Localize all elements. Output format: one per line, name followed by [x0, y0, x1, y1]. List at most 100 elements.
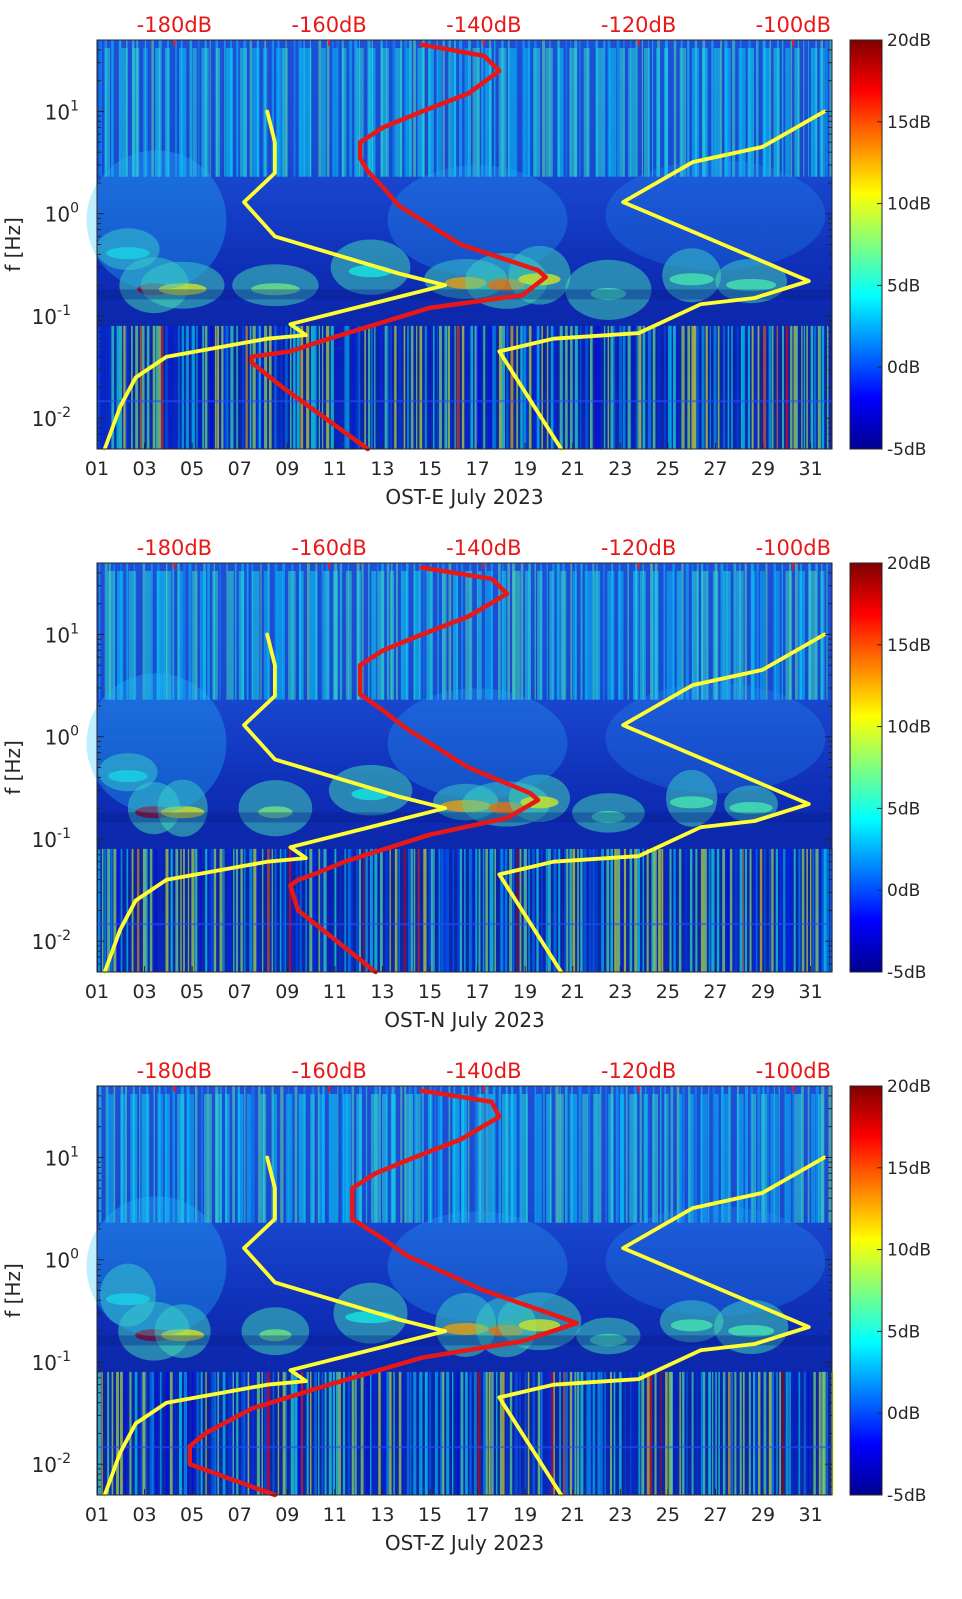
texture-stripe [679, 48, 687, 177]
texture-stripe [778, 1086, 780, 1223]
texture-stripe [572, 1371, 576, 1495]
texture-stripe [525, 1086, 528, 1223]
texture-stripe [509, 1371, 513, 1495]
texture-stripe [467, 1086, 470, 1223]
texture-stripe [740, 325, 744, 449]
texture-stripe [249, 848, 253, 972]
texture-stripe [681, 563, 684, 700]
texture-stripe [448, 325, 451, 449]
texture-stripe [236, 40, 239, 177]
texture-stripe [711, 40, 714, 177]
texture-stripe [222, 1371, 226, 1495]
texture-stripe [219, 848, 223, 972]
texture-stripe [180, 1086, 184, 1223]
texture-stripe [620, 1086, 624, 1223]
texture-stripe [225, 1086, 227, 1223]
texture-stripe [172, 563, 175, 700]
texture-stripe [747, 40, 751, 177]
texture-stripe [274, 325, 277, 449]
texture-stripe [527, 40, 531, 177]
texture-stripe [212, 571, 219, 700]
texture-stripe [578, 1086, 582, 1223]
texture-stripe [321, 1371, 324, 1495]
texture-stripe [354, 40, 358, 177]
texture-stripe [211, 848, 214, 972]
texture-stripe [509, 848, 513, 972]
texture-stripe [709, 325, 711, 449]
texture-stripe [262, 48, 268, 177]
texture-stripe [776, 1371, 778, 1495]
texture-stripe [358, 325, 361, 449]
texture-stripe [651, 40, 654, 177]
texture-stripe [159, 848, 162, 972]
texture-stripe [605, 1086, 607, 1223]
texture-stripe [691, 48, 700, 177]
texture-blob [605, 1206, 826, 1317]
texture-blob [442, 1322, 489, 1335]
texture-stripe [215, 48, 221, 177]
texture-stripe [339, 563, 343, 700]
texture-stripe [444, 325, 448, 449]
texture-stripe [574, 1371, 577, 1495]
texture-stripe [207, 1086, 209, 1223]
texture-stripe [562, 1371, 566, 1495]
texture-stripe [610, 1086, 614, 1223]
texture-stripe [365, 848, 368, 972]
texture-stripe [498, 48, 507, 177]
texture-stripe [262, 1086, 265, 1223]
texture-stripe [360, 1371, 364, 1495]
texture-stripe [151, 40, 154, 177]
texture-stripe [603, 40, 606, 177]
texture-stripe [779, 1371, 781, 1495]
texture-stripe [744, 1086, 749, 1223]
texture-stripe [794, 48, 800, 177]
texture-stripe [350, 848, 353, 972]
texture-stripe [194, 848, 198, 972]
texture-stripe [750, 1086, 754, 1223]
x-tick-label: 05 [180, 981, 204, 1003]
texture-stripe [233, 848, 235, 972]
texture-stripe [818, 848, 821, 972]
texture-stripe [156, 571, 165, 700]
texture-stripe [806, 848, 808, 972]
texture-stripe [194, 1086, 198, 1223]
texture-stripe [775, 848, 778, 972]
texture-stripe [177, 563, 180, 700]
texture-stripe [104, 848, 107, 972]
texture-stripe [251, 563, 254, 700]
texture-stripe [288, 848, 292, 972]
texture-stripe [394, 325, 397, 449]
texture-stripe [595, 40, 598, 177]
series-median-PSD [187, 1088, 579, 1498]
texture-stripe [789, 563, 791, 700]
texture-stripe [309, 1371, 312, 1495]
texture-stripe [790, 325, 793, 449]
texture-stripe [747, 48, 755, 177]
y-axis-label: f [Hz] [1, 217, 25, 272]
x-tick-label: 15 [418, 458, 442, 480]
texture-stripe [369, 848, 373, 972]
texture-stripe [753, 1371, 756, 1495]
texture-stripe [786, 848, 789, 972]
texture-stripe [599, 1086, 602, 1223]
texture-stripe [565, 325, 568, 449]
texture-stripe [663, 563, 666, 700]
texture-stripe [328, 1371, 332, 1495]
texture-stripe [237, 1086, 241, 1223]
x-tick-label: 19 [513, 458, 537, 480]
texture-stripe [665, 848, 668, 972]
x-tick-label: 31 [798, 458, 822, 480]
texture-stripe [630, 40, 632, 177]
texture-stripe [410, 1371, 412, 1495]
texture-stripe [264, 1371, 267, 1495]
texture-stripe [546, 1094, 552, 1223]
texture-stripe [111, 40, 114, 177]
texture-stripe [714, 1094, 719, 1223]
texture-stripe [389, 1371, 392, 1495]
texture-stripe [574, 325, 578, 449]
texture-stripe [507, 40, 510, 177]
texture-stripe [801, 1086, 804, 1223]
texture-stripe [282, 1371, 286, 1495]
colorbar-label: 0dB [887, 881, 920, 901]
texture-stripe [140, 1371, 144, 1495]
